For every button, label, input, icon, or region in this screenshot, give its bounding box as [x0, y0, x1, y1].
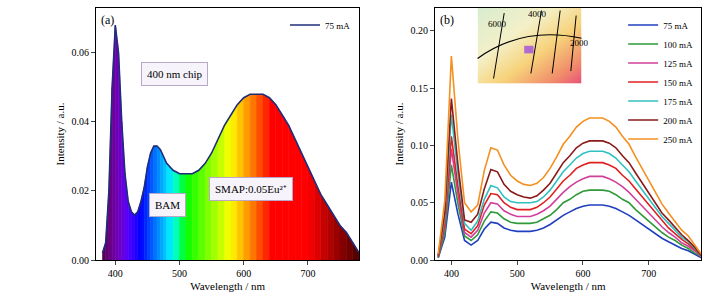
svg-text:75 mA: 75 mA [325, 21, 350, 31]
svg-text:700: 700 [300, 268, 315, 279]
svg-text:400: 400 [444, 268, 459, 279]
svg-text:0.00: 0.00 [410, 255, 428, 266]
svg-text:2000: 2000 [570, 38, 589, 48]
svg-text:0.15: 0.15 [410, 83, 428, 94]
svg-text:600: 600 [236, 268, 251, 279]
svg-text:0.20: 0.20 [410, 25, 428, 36]
svg-text:125 mA: 125 mA [663, 59, 693, 69]
svg-text:150 mA: 150 mA [663, 78, 693, 88]
svg-text:250 mA: 250 mA [663, 135, 693, 145]
svg-text:(a): (a) [101, 13, 114, 27]
svg-text:Wavelength / nm: Wavelength / nm [531, 280, 606, 292]
svg-text:0.04: 0.04 [72, 116, 90, 127]
svg-text:500: 500 [172, 268, 187, 279]
svg-text:400 nm chip: 400 nm chip [147, 68, 202, 80]
svg-text:0.00: 0.00 [72, 255, 90, 266]
svg-text:Intensity / a.u.: Intensity / a.u. [393, 102, 405, 165]
svg-text:700: 700 [641, 268, 656, 279]
svg-text:SMAP:0.05Eu²⁺: SMAP:0.05Eu²⁺ [215, 183, 287, 195]
svg-text:0.10: 0.10 [410, 140, 428, 151]
svg-text:200 mA: 200 mA [663, 116, 693, 126]
svg-text:0.05: 0.05 [410, 197, 428, 208]
svg-text:6000: 6000 [488, 19, 507, 29]
svg-text:75 mA: 75 mA [663, 21, 688, 31]
svg-text:0.06: 0.06 [72, 47, 90, 58]
svg-text:0.02: 0.02 [72, 185, 90, 196]
svg-text:500: 500 [510, 268, 525, 279]
svg-text:BAM: BAM [155, 199, 180, 211]
svg-text:Wavelength / nm: Wavelength / nm [190, 280, 265, 292]
svg-text:(b): (b) [440, 13, 454, 27]
svg-text:175 mA: 175 mA [663, 97, 693, 107]
svg-text:100 mA: 100 mA [663, 40, 693, 50]
svg-text:400: 400 [108, 268, 123, 279]
svg-text:Intensity / a.u.: Intensity / a.u. [54, 102, 66, 165]
svg-text:4000: 4000 [528, 9, 547, 19]
svg-text:600: 600 [575, 268, 590, 279]
